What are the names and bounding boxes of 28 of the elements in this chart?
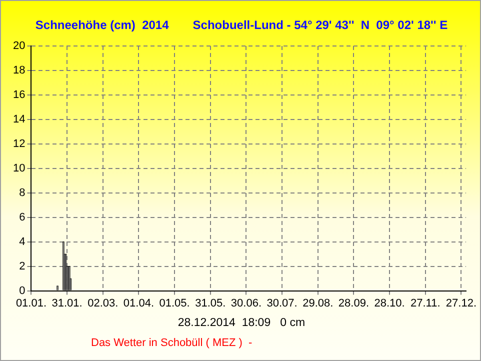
text: Das Wetter in Schobüll ( MEZ ) -: [91, 337, 252, 349]
chart-subtitle: Schobuell-Lund - 54° 29' 43'' N 09° 02' 18'' E: [192, 18, 448, 32]
x-tick-label: 27.11.: [410, 297, 440, 310]
y-tick-label: 2: [19, 260, 26, 272]
x-tick-label: 02.03.: [88, 297, 118, 310]
y-tick-label: 8: [19, 186, 26, 199]
y-tick-label: 14: [12, 113, 26, 126]
chart-title: Schneehöhe (cm) 2014: [35, 18, 169, 32]
y-tick-label: 0: [19, 284, 26, 297]
text: 28.12.2014 18:09 0 cm: [176, 317, 306, 329]
x-tick-label: 28.10.: [374, 297, 405, 310]
x-tick-label: 31.05.: [195, 297, 226, 310]
y-tick-label: 12: [12, 138, 26, 150]
x-tick-label: 01.01.: [16, 297, 47, 310]
y-tick-label: 6: [19, 211, 26, 224]
x-tick-label: 30.06.: [230, 297, 262, 310]
x-tick-label: 01.04.: [123, 297, 154, 310]
x-tick-label: 29.08.: [302, 297, 334, 310]
x-tick-label: 30.07.: [266, 297, 298, 310]
y-tick-label: 16: [12, 88, 26, 101]
x-tick-label: 28.09.: [338, 297, 370, 310]
x-tick-label: 01.05.: [159, 297, 190, 310]
y-tick-label: 4: [19, 236, 26, 248]
y-tick-label: 18: [12, 64, 26, 77]
x-tick-label: 27.12.: [446, 297, 477, 310]
x-tick-label: 31.01.: [52, 297, 82, 310]
y-tick-label: 10: [12, 162, 26, 174]
y-tick-label: 20: [12, 40, 26, 52]
